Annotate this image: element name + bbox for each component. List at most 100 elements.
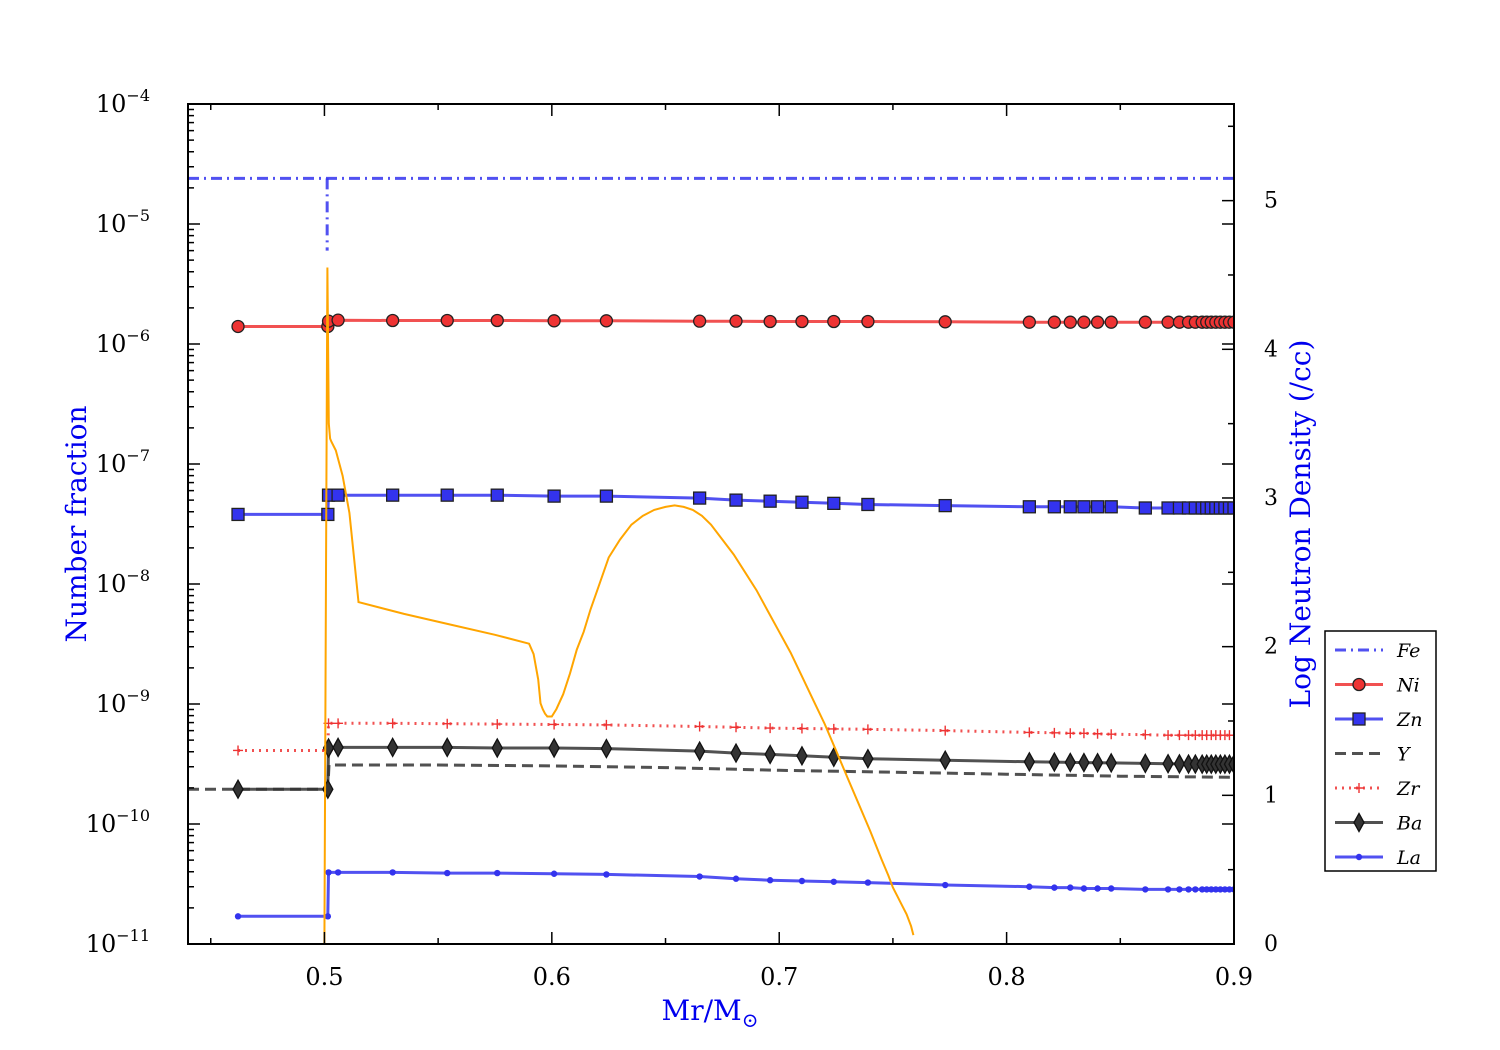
legend-marker-zn [1352,712,1366,726]
data-point-ni [331,313,345,327]
y-tick-label-base: 10 [96,90,127,118]
data-point-la [324,913,332,920]
data-point-la [1217,886,1224,893]
data-point-la [766,877,774,884]
series-zn [231,488,1234,522]
legend-label-fe: Fe [1396,640,1420,662]
y-tick-label-base: 10 [86,930,117,958]
data-point-la [1164,886,1172,893]
data-point-ni [1047,315,1062,329]
y-tick-label-base: 10 [96,330,127,358]
series-neutron-density [323,267,915,944]
data-point-la [732,875,740,882]
y2-tick-label: 1 [1264,783,1278,808]
data-point-zn [827,496,841,510]
data-point-la [1094,885,1101,892]
data-point-zn [386,488,400,502]
data-point-la [1208,886,1215,893]
legend-marker-ba [1353,812,1365,833]
data-point-zr [233,745,244,756]
data-point-la [1108,885,1115,892]
data-point-ni [231,319,245,334]
y-tick-label: 10−8 [96,566,150,598]
data-point-zr [1049,727,1060,738]
y-tick-label: 10−9 [96,686,150,718]
data-point-ni [763,314,777,329]
data-point-la [1080,885,1088,892]
y2-tick-label: 2 [1264,635,1278,660]
data-point-ba [232,778,244,800]
data-point-zr [1174,730,1185,741]
data-point-ni [386,313,400,328]
data-point-ni [1161,315,1175,329]
y2-tick-label: 4 [1264,337,1278,362]
legend-label-ni: Ni [1396,675,1420,697]
data-point-zr [1065,728,1076,739]
legend-marker-ni [1352,677,1366,692]
y-tick-label-exp: −6 [126,326,150,345]
data-point-la [1067,884,1074,891]
data-point-zn [231,507,245,522]
data-point-la [603,871,610,878]
data-point-ni [599,314,614,328]
data-point-la [1026,883,1033,890]
legend-marker-zr [1354,783,1364,793]
data-point-zr [765,723,776,734]
data-point-ni [938,315,952,329]
data-point-zr [1078,728,1089,739]
data-point-ni [1227,315,1234,329]
data-point-zr [1092,728,1103,739]
data-point-ba [441,737,453,758]
y-tick-label-base: 10 [86,810,117,838]
data-point-zn [692,491,707,505]
data-point-zr [862,724,873,735]
data-point-zr [492,719,503,730]
x-tick-label: 0.5 [305,963,343,991]
data-point-la [1226,886,1233,893]
y-tick-label-exp: −5 [126,206,150,225]
data-point-zn [861,497,875,512]
data-point-zr [601,719,612,730]
data-point-la [1221,886,1229,893]
series-la [234,869,1234,920]
data-point-la [389,869,396,876]
y-tick-label: 10−7 [96,446,150,478]
y2-axis-title: Log Neutron Density (/cc) [1284,340,1317,709]
x-tick-label: 0.6 [533,963,571,991]
data-point-zn [1047,500,1062,514]
y-tick-label-base: 10 [96,450,127,478]
ticks-layer [188,104,1235,944]
data-point-la [1192,886,1199,893]
data-point-la [1185,886,1192,893]
data-point-la [550,870,558,877]
data-point-zr [387,718,398,729]
y-tick-label: 10−4 [96,86,150,118]
y-tick-label-exp: −7 [126,446,150,465]
y2-tick-label: 5 [1264,189,1278,214]
x-axis-title-main: Mr/M [662,994,742,1027]
legend-label-y: Y [1397,744,1412,766]
y-tick-label: 10−10 [86,806,150,838]
data-point-zr [828,723,839,734]
data-point-la [1051,884,1058,891]
data-point-la [696,873,703,880]
y2-tick-label: 3 [1264,486,1278,511]
y2-tick-label: 0 [1264,932,1278,957]
data-point-zn [729,493,743,507]
data-point-ba [1048,751,1061,773]
y-tick-label-base: 10 [96,570,127,598]
x-tick-label: 0.9 [1215,963,1253,991]
y-tick-label-exp: −10 [116,806,150,825]
data-point-ba [1105,752,1117,774]
data-point-zr [549,719,560,730]
data-point-la [334,869,342,876]
data-point-zr [694,721,705,732]
data-point-ba [1162,753,1174,775]
tick-labels: 0.5 0.6 0.7 0.8 0.910−410−510−610−710−810−91… [86,86,1278,991]
data-point-ba [693,740,706,762]
data-point-zn [331,488,345,502]
data-point-ba [548,737,560,759]
y-tick-label-exp: −11 [116,926,150,945]
data-point-zr [1024,727,1035,738]
